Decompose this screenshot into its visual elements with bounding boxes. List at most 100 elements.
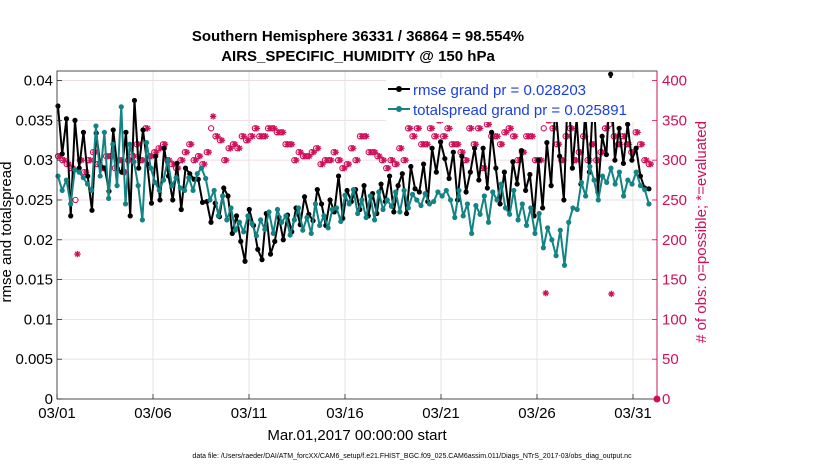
- obs-evaluated-marker: [218, 137, 226, 144]
- series-1-point: [494, 197, 500, 203]
- series-1-point: [490, 189, 496, 195]
- obs-evaluated-marker: [196, 152, 204, 160]
- series-1-point: [485, 219, 492, 225]
- series-0-point: [123, 129, 129, 135]
- series-0-point: [548, 183, 554, 189]
- series-1-point: [295, 205, 302, 211]
- series-0-point: [153, 153, 159, 159]
- series-0-point: [131, 97, 138, 104]
- series-1-point: [393, 189, 399, 195]
- series-0-point: [514, 181, 520, 187]
- series-1-point: [93, 123, 99, 129]
- series-1-point: [63, 177, 70, 183]
- series-1-point: [388, 203, 395, 209]
- y-tick-label: 0.005: [15, 351, 53, 368]
- series-0-point: [85, 173, 91, 179]
- series-1-point: [329, 206, 335, 213]
- series-0-point: [463, 189, 469, 195]
- series-1-point: [291, 217, 297, 223]
- series-1-point: [629, 181, 635, 187]
- series-0-point: [442, 155, 448, 162]
- obs-evaluated-marker: [468, 125, 475, 132]
- series-0-point: [501, 169, 507, 175]
- series-0-point: [420, 161, 427, 167]
- obs-evaluated-marker: [485, 121, 493, 128]
- series-0-point: [280, 237, 286, 243]
- series-1-point: [321, 213, 327, 219]
- series-1-point: [583, 193, 589, 199]
- obs-evaluated-marker: [384, 164, 392, 172]
- series-1-point: [633, 169, 639, 175]
- y-right-tick-label: 350: [662, 112, 687, 129]
- y-tick-label: 0.01: [24, 311, 53, 328]
- obs-evaluated-marker: [494, 133, 501, 140]
- series-1-point: [363, 214, 369, 221]
- series-1-point: [367, 193, 373, 199]
- x-axis-label: Mar.01,2017 00:00:00 start: [267, 427, 447, 444]
- series-1-point: [523, 222, 530, 229]
- obs-evaluated-marker: [498, 141, 506, 148]
- series-1-point: [625, 177, 631, 183]
- series-1-point: [342, 192, 348, 198]
- series-1-point: [376, 189, 382, 195]
- series-1-point: [456, 187, 462, 194]
- obs-evaluated-marker: [428, 125, 436, 132]
- series-0-point: [510, 159, 516, 165]
- series-0-point: [403, 210, 410, 217]
- series-0-point: [68, 213, 74, 219]
- x-axis-ticks: 03/01 03/06 03/11 03/16 03/21 03/26 03/31: [38, 394, 652, 422]
- obs-evaluated-marker: [608, 290, 615, 298]
- series-0-point: [76, 165, 82, 171]
- series-1-point: [89, 187, 95, 194]
- series-0-point: [497, 201, 503, 207]
- obs-evaluated-marker: [511, 133, 519, 140]
- x-tick-label: 03/01: [38, 405, 76, 422]
- obs-evaluated-marker: [314, 145, 322, 152]
- obs-evaluated-marker: [380, 156, 388, 164]
- series-1-point: [249, 221, 255, 227]
- series-0-point: [412, 186, 418, 192]
- obs-evaluated-marker: [542, 289, 549, 297]
- series-1-point: [55, 173, 61, 179]
- series-1-point: [127, 141, 133, 147]
- series-1-point: [84, 181, 91, 187]
- series-0-point: [476, 177, 482, 183]
- obs-evaluated-marker: [201, 160, 208, 168]
- obs-evaluated-marker: [424, 141, 431, 148]
- series-1-point: [219, 193, 226, 199]
- y-axis-left-label: rmse and totalspread: [0, 162, 15, 303]
- series-1-point: [215, 213, 221, 219]
- obs-evaluated-marker: [402, 156, 409, 164]
- obs-evaluated-marker: [279, 129, 287, 136]
- series-1-point: [439, 193, 445, 199]
- series-0-point: [301, 194, 308, 200]
- obs-evaluated-marker: [328, 156, 335, 164]
- series-1-point: [312, 201, 319, 207]
- series-1-point: [557, 227, 563, 233]
- series-1-point: [401, 187, 407, 194]
- series-0-point: [267, 251, 274, 257]
- series-1-point: [426, 201, 433, 207]
- obs-evaluated-marker: [433, 133, 440, 140]
- series-0-point: [518, 148, 524, 154]
- series-0-point: [187, 171, 193, 177]
- series-1-point: [165, 157, 171, 163]
- series-1-point: [169, 183, 175, 189]
- series-0-point: [148, 200, 155, 206]
- series-1-point: [72, 167, 78, 173]
- series-1-point: [498, 181, 504, 187]
- series-0-point: [335, 173, 342, 179]
- series-0-point: [408, 163, 414, 170]
- obs-evaluated-marker: [441, 133, 449, 140]
- y-axis-right-label: # of obs: o=possible; *=evaluated: [693, 121, 710, 343]
- series-0-point: [314, 187, 320, 193]
- series-0-point: [612, 157, 618, 163]
- series-1-point: [59, 187, 65, 194]
- series-1-point: [646, 201, 652, 207]
- obs-evaluated-marker: [455, 141, 462, 148]
- y-right-tick-label: 200: [662, 232, 687, 249]
- obs-evaluated-marker: [205, 149, 212, 156]
- chart-subtitle: AIRS_SPECIFIC_HUMIDITY @ 150 hPa: [221, 48, 495, 65]
- series-0-point: [242, 258, 248, 264]
- series-1-point: [637, 183, 644, 189]
